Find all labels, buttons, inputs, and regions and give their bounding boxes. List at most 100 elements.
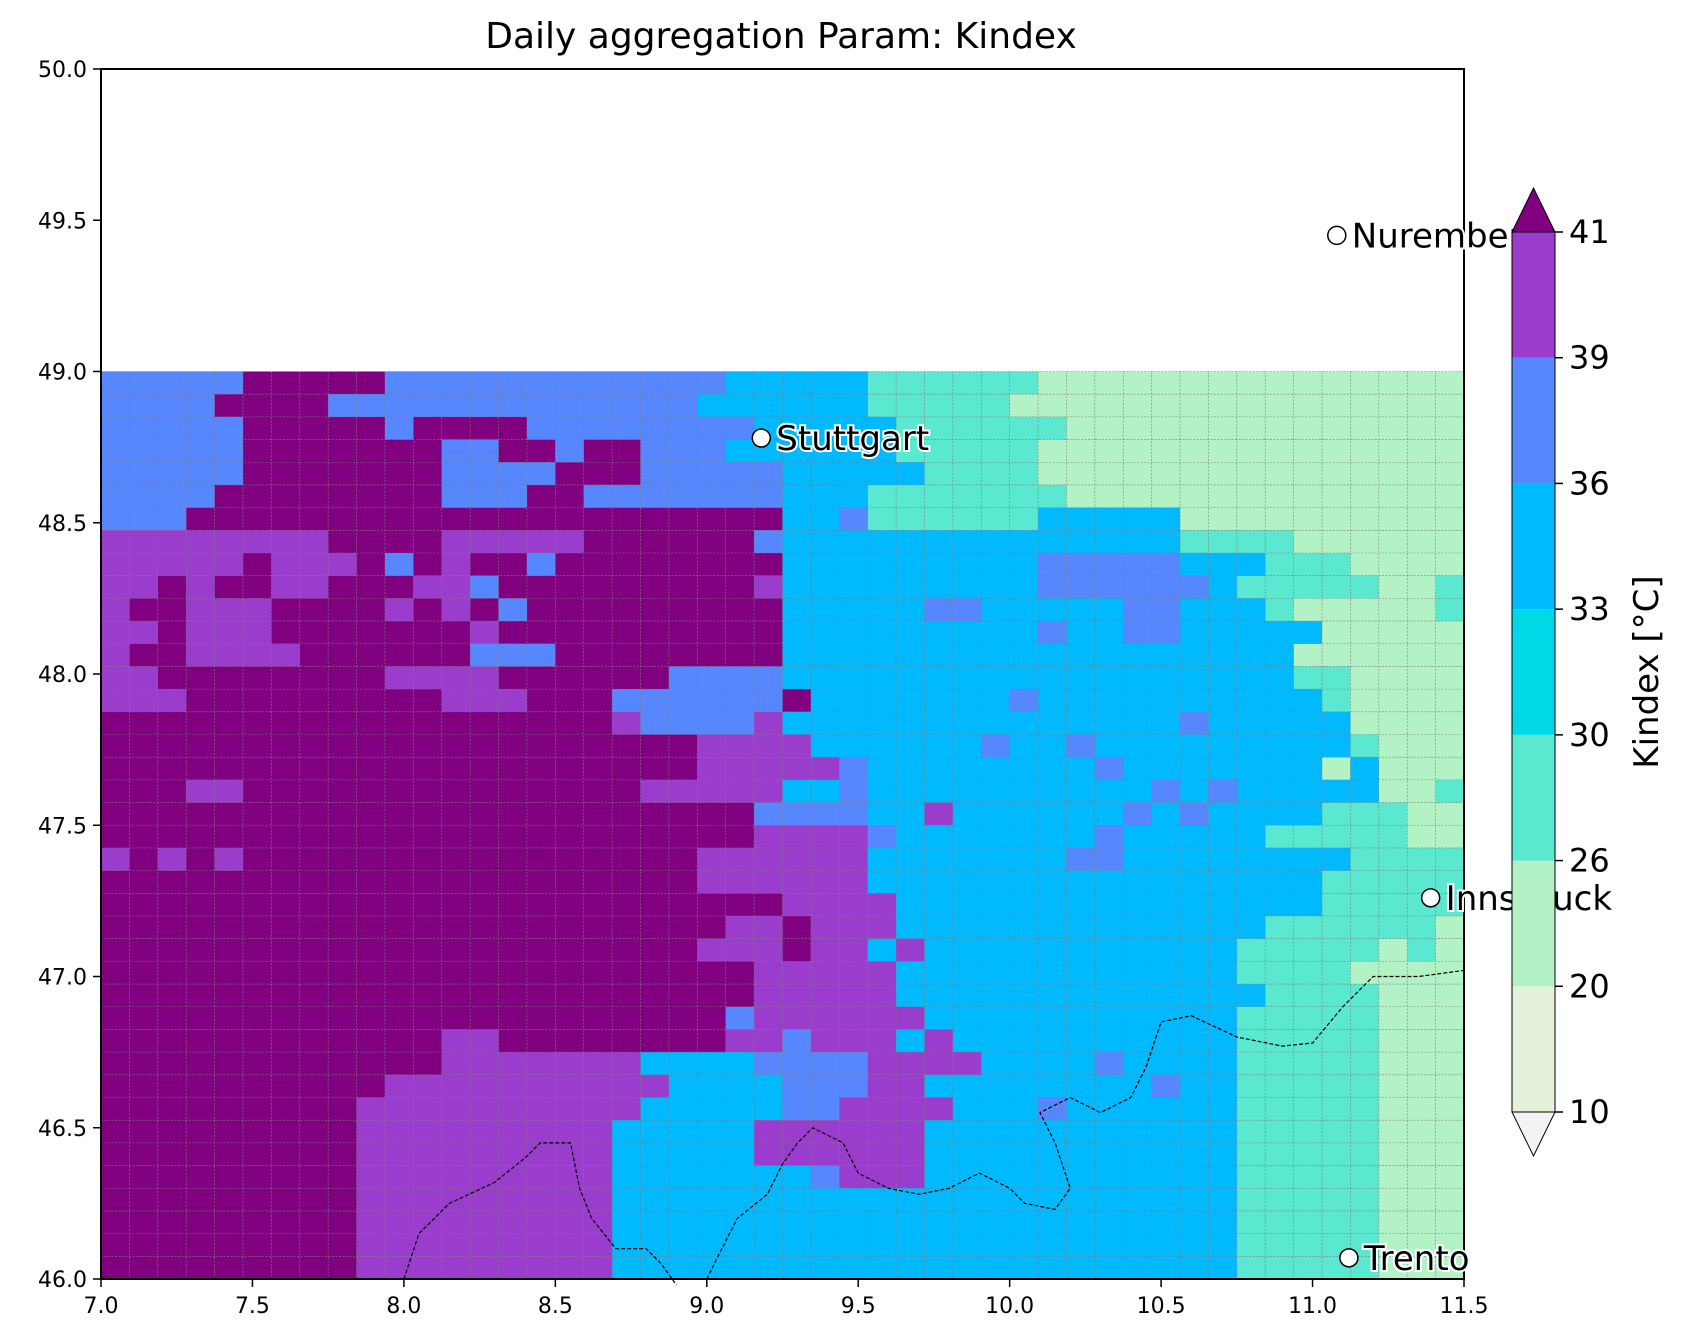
grid-cell: [413, 870, 443, 894]
grid-cell: [867, 916, 897, 940]
grid-cell: [299, 1188, 329, 1212]
grid-cell: [668, 643, 698, 667]
grid-cell: [640, 598, 670, 622]
grid-cell: [1180, 621, 1209, 645]
grid-cell: [697, 416, 727, 440]
grid-cell: [583, 1052, 613, 1076]
grid-cell: [526, 1210, 556, 1235]
grid-cell: [1407, 484, 1437, 509]
grid-cell: [129, 1233, 159, 1257]
grid-cell: [441, 1210, 471, 1235]
grid-cell: [101, 734, 130, 758]
grid-cell: [612, 598, 641, 622]
grid-cell: [1407, 1120, 1437, 1144]
grid-cell: [242, 1233, 272, 1257]
grid-cell: [725, 1006, 755, 1030]
grid-cell: [526, 530, 556, 554]
grid-cell: [242, 1210, 272, 1235]
grid-cell: [1435, 1097, 1465, 1121]
grid-cell: [526, 371, 556, 395]
grid-cell: [242, 825, 272, 849]
grid-cell: [1265, 598, 1295, 622]
grid-cell: [612, 1120, 641, 1144]
grid-cell: [186, 621, 215, 645]
grid-cell: [526, 984, 556, 1008]
grid-cell: [896, 416, 925, 440]
grid-cell: [299, 870, 329, 894]
grid-cell: [1350, 757, 1380, 781]
grid-cell: [413, 1233, 443, 1257]
grid-cell: [328, 779, 357, 803]
grid-cell: [1265, 802, 1295, 826]
grid-cell: [782, 1074, 812, 1098]
grid-cell: [640, 462, 670, 486]
grid-cell: [754, 847, 783, 872]
grid-cell: [1435, 507, 1465, 531]
grid-cell: [470, 1188, 499, 1212]
grid-cell: [612, 711, 641, 735]
grid-cell: [839, 1006, 869, 1030]
grid-cell: [441, 371, 471, 395]
grid-cell: [924, 779, 954, 803]
grid-cell: [1094, 462, 1124, 486]
grid-cell: [1208, 1142, 1238, 1166]
grid-cell: [271, 938, 301, 962]
grid-cell: [1038, 507, 1067, 531]
grid-cell: [640, 1188, 670, 1212]
grid-cell: [1407, 530, 1437, 554]
grid-cell: [1236, 916, 1266, 940]
grid-cell: [1038, 1120, 1067, 1144]
grid-cell: [129, 711, 159, 735]
grid-cell: [839, 643, 869, 667]
grid-cell: [754, 1142, 783, 1166]
grid-cell: [867, 779, 897, 803]
grid-cell: [896, 984, 925, 1008]
grid-cell: [1009, 802, 1039, 826]
grid-cell: [299, 1120, 329, 1144]
grid-cell: [839, 462, 869, 486]
grid-cell: [555, 1233, 585, 1257]
y-tick-label: 49.5: [38, 209, 87, 234]
grid-cell: [867, 734, 897, 758]
grid-cell: [498, 984, 528, 1008]
grid-cell: [782, 757, 812, 781]
grid-cell: [526, 825, 556, 849]
grid-cell: [725, 575, 755, 599]
grid-cell: [1094, 689, 1124, 713]
grid-cell: [754, 916, 783, 940]
grid-cell: [1180, 507, 1209, 531]
grid-cell: [867, 553, 897, 577]
grid-cell: [1293, 1120, 1323, 1144]
grid-cell: [1350, 916, 1380, 940]
grid-cell: [328, 462, 357, 486]
grid-cell: [1123, 1074, 1153, 1098]
grid-cell: [952, 779, 982, 803]
grid-cell: [782, 984, 812, 1008]
grid-cell: [1293, 439, 1323, 463]
grid-cell: [896, 575, 925, 599]
grid-cell: [214, 484, 244, 509]
grid-cell: [271, 530, 301, 554]
grid-cell: [754, 1210, 783, 1235]
grid-cell: [668, 802, 698, 826]
grid-cell: [725, 779, 755, 803]
grid-cell: [1236, 961, 1266, 985]
grid-cell: [1407, 870, 1437, 894]
grid-cell: [1435, 825, 1465, 849]
grid-cell: [129, 1210, 159, 1235]
grid-cell: [1350, 825, 1380, 849]
grid-cell: [1009, 847, 1039, 872]
grid-cell: [555, 1052, 585, 1076]
grid-cell: [1094, 847, 1124, 872]
grid-cell: [1123, 779, 1153, 803]
grid-cell: [725, 893, 755, 917]
grid-cell: [896, 779, 925, 803]
grid-cell: [1094, 1074, 1124, 1098]
grid-cell: [1123, 507, 1153, 531]
grid-cell: [555, 916, 585, 940]
grid-cell: [384, 643, 414, 667]
grid-cell: [1293, 916, 1323, 940]
grid-cell: [242, 621, 272, 645]
grid-cell: [1350, 643, 1380, 667]
grid-cell: [1009, 734, 1039, 758]
